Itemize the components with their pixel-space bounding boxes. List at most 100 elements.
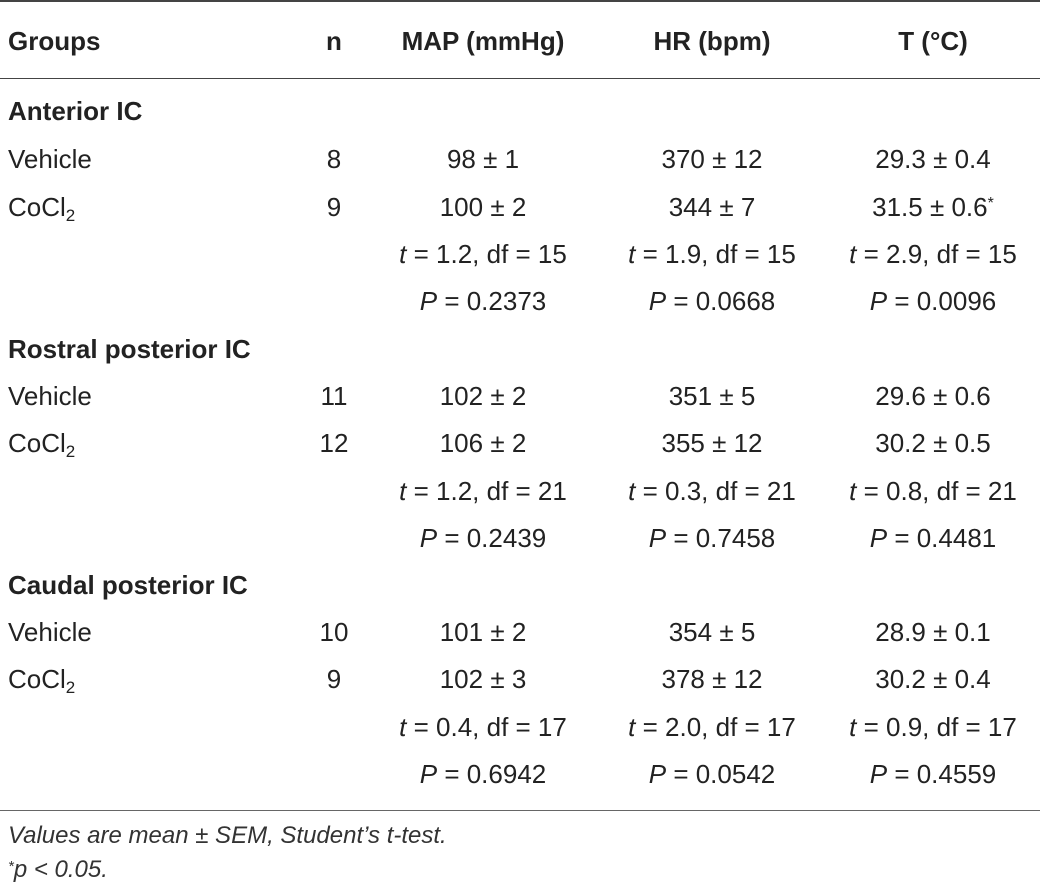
map-ttest: t = 0.4, df = 17 xyxy=(368,704,598,751)
n-value: 9 xyxy=(326,664,342,694)
pvalue-row: P = 0.2439 P = 0.7458 P = 0.4481 xyxy=(0,515,1040,562)
t-pvalue-text: = 0.0096 xyxy=(894,286,997,316)
section-title: Rostral posterior IC xyxy=(8,334,251,364)
table-row: Vehicle 10 101 ± 2 354 ± 5 28.9 ± 0.1 xyxy=(0,609,1040,656)
t-symbol: t xyxy=(849,712,857,742)
group-label: Vehicle xyxy=(8,617,92,647)
p-symbol: P xyxy=(419,286,438,316)
table-row: CoCl2 9 102 ± 3 378 ± 12 30.2 ± 0.4 xyxy=(0,656,1040,703)
hr-ttest: t = 1.9, df = 15 xyxy=(598,231,826,278)
p-symbol: P xyxy=(869,759,888,789)
cocl2-main: CoCl xyxy=(8,192,66,222)
t-ttest-text: = 0.9, df = 17 xyxy=(863,712,1017,742)
map-pvalue-text: = 0.2439 xyxy=(444,523,547,553)
p-symbol: P xyxy=(419,523,438,553)
map-pvalue-text: = 0.2373 xyxy=(444,286,547,316)
hr-pvalue: P = 0.7458 xyxy=(598,515,826,562)
hr-pvalue-text: = 0.7458 xyxy=(673,523,776,553)
group-label: Vehicle xyxy=(8,144,92,174)
cocl2-main: CoCl xyxy=(8,428,66,458)
group-label: CoCl2 xyxy=(8,420,308,467)
t-symbol: t xyxy=(849,476,857,506)
t-pvalue: P = 0.4559 xyxy=(826,751,1040,798)
hr-value: 378 ± 12 xyxy=(661,664,763,694)
table-row: Vehicle 8 98 ± 1 370 ± 12 29.3 ± 0.4 xyxy=(0,136,1040,183)
hr-value: 344 ± 7 xyxy=(668,192,756,222)
hr-ttest: t = 0.3, df = 21 xyxy=(598,468,826,515)
map-ttest-text: = 1.2, df = 15 xyxy=(413,239,567,269)
map-ttest: t = 1.2, df = 21 xyxy=(368,468,598,515)
header-hr: HR (bpm) xyxy=(653,26,771,56)
t-symbol: t xyxy=(399,712,407,742)
t-ttest: t = 0.9, df = 17 xyxy=(826,704,1040,751)
n-value: 10 xyxy=(319,617,349,647)
section-title-row: Rostral posterior IC xyxy=(0,326,1040,373)
t-ttest-text: = 2.9, df = 15 xyxy=(863,239,1017,269)
t-value: 29.3 ± 0.4 xyxy=(875,144,991,174)
p-symbol: P xyxy=(648,523,667,553)
n-value: 11 xyxy=(320,381,348,411)
pvalue-row: P = 0.2373 P = 0.0668 P = 0.0096 xyxy=(0,278,1040,325)
header-t: T (°C) xyxy=(898,26,968,56)
map-value: 106 ± 2 xyxy=(439,428,527,458)
t-value: 30.2 ± 0.4 xyxy=(875,664,991,694)
t-symbol: t xyxy=(399,476,407,506)
map-ttest-text: = 0.4, df = 17 xyxy=(413,712,567,742)
t-symbol: t xyxy=(849,239,857,269)
footnote-values: Values are mean ± SEM, Student’s t-test. xyxy=(8,822,447,849)
table-row: CoCl2 9 100 ± 2 344 ± 7 31.5 ± 0.6* xyxy=(0,184,1040,231)
header-map: MAP (mmHg) xyxy=(401,26,565,56)
group-label: CoCl2 xyxy=(8,184,308,231)
n-value: 8 xyxy=(326,144,342,174)
table-header: Groups n MAP (mmHg) HR (bpm) T (°C) xyxy=(0,18,1040,65)
map-value: 101 ± 2 xyxy=(439,617,527,647)
hr-pvalue-text: = 0.0668 xyxy=(673,286,776,316)
t-symbol: t xyxy=(399,239,407,269)
t-value: 30.2 ± 0.5 xyxy=(875,428,991,458)
t-pvalue: P = 0.0096 xyxy=(826,278,1040,325)
t-pvalue-text: = 0.4481 xyxy=(894,523,997,553)
hr-pvalue: P = 0.0542 xyxy=(598,751,826,798)
hr-value: 354 ± 5 xyxy=(668,617,756,647)
ttest-row: t = 1.2, df = 21 t = 0.3, df = 21 t = 0.… xyxy=(0,468,1040,515)
section-title: Anterior IC xyxy=(8,96,143,126)
hr-value: 370 ± 12 xyxy=(661,144,763,174)
table-top-rule xyxy=(0,0,1040,2)
hr-ttest: t = 2.0, df = 17 xyxy=(598,704,826,751)
p-symbol: P xyxy=(648,759,667,789)
ttest-row: t = 1.2, df = 15 t = 1.9, df = 15 t = 2.… xyxy=(0,231,1040,278)
t-ttest: t = 0.8, df = 21 xyxy=(826,468,1040,515)
cocl2-subscript: 2 xyxy=(65,678,76,697)
t-symbol: t xyxy=(628,712,636,742)
map-value: 98 ± 1 xyxy=(446,144,520,174)
group-label: CoCl2 xyxy=(8,656,308,703)
map-ttest-text: = 1.2, df = 21 xyxy=(413,476,567,506)
header-rule xyxy=(0,78,1040,79)
map-pvalue: P = 0.2439 xyxy=(368,515,598,562)
hr-value: 351 ± 5 xyxy=(668,381,756,411)
ttest-row: t = 0.4, df = 17 t = 2.0, df = 17 t = 0.… xyxy=(0,704,1040,751)
hr-ttest-text: = 2.0, df = 17 xyxy=(642,712,796,742)
p-symbol: P xyxy=(869,286,888,316)
map-value: 102 ± 3 xyxy=(439,664,527,694)
t-symbol: t xyxy=(628,476,636,506)
pvalue-row: P = 0.6942 P = 0.0542 P = 0.4559 xyxy=(0,751,1040,798)
t-ttest-text: = 0.8, df = 21 xyxy=(863,476,1017,506)
t-pvalue-text: = 0.4559 xyxy=(894,759,997,789)
t-value: 29.6 ± 0.6 xyxy=(875,381,991,411)
n-value: 9 xyxy=(326,192,342,222)
footnote-mark: * xyxy=(8,858,14,875)
t-value-text: 31.5 ± 0.6 xyxy=(872,192,988,222)
n-value: 12 xyxy=(319,428,349,458)
hr-value: 355 ± 12 xyxy=(661,428,763,458)
map-pvalue: P = 0.2373 xyxy=(368,278,598,325)
hr-pvalue-text: = 0.0542 xyxy=(673,759,776,789)
t-symbol: t xyxy=(628,239,636,269)
cocl2-subscript: 2 xyxy=(65,206,76,225)
hr-pvalue: P = 0.0668 xyxy=(598,278,826,325)
section-title-row: Caudal posterior IC xyxy=(0,562,1040,609)
significance-mark: * xyxy=(987,195,994,212)
p-symbol: P xyxy=(419,759,438,789)
table-bottom-rule xyxy=(0,810,1040,811)
